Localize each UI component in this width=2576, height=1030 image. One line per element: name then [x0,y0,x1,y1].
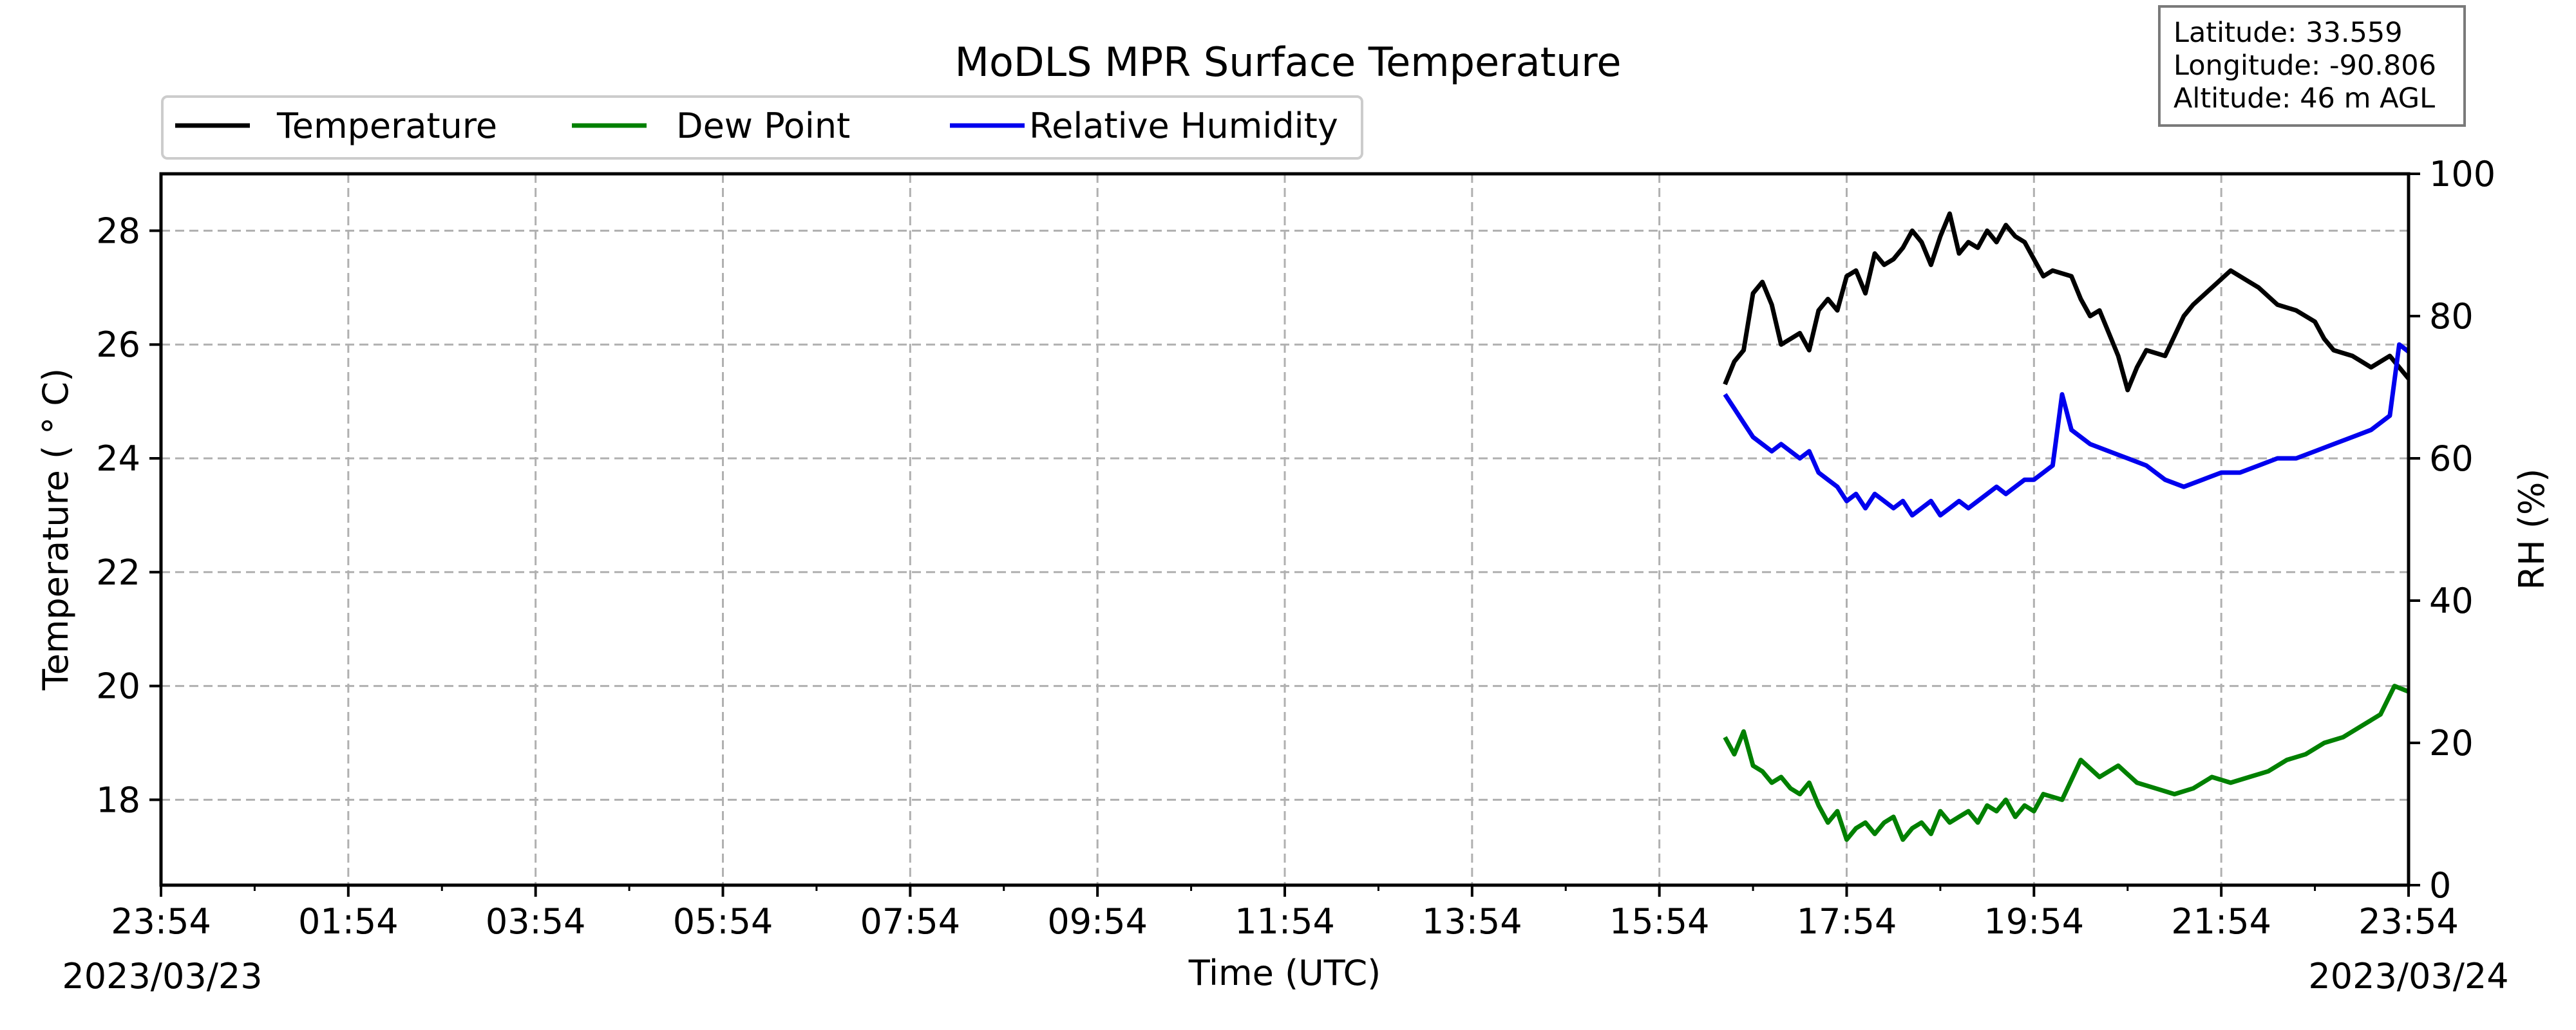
legend-label-temperature: Temperature [276,106,497,146]
axes: 23:54 01:54 03:54 05:54 07:54 09:54 11:54 13:54… [96,154,2496,942]
x-tick-label: 23:54 [111,901,211,942]
info-latitude: Latitude: 33.559 [2174,17,2403,49]
y-tick-label: 24 [96,438,140,479]
y2-tick-label: 60 [2429,438,2474,479]
series-line-dew-point [1723,684,2410,842]
x-tick-label: 21:54 [2171,901,2271,942]
x-tick-label: 15:54 [1609,901,1710,942]
legend-label-relative-humidity: Relative Humidity [1029,106,1338,146]
y-tick-label: 18 [96,780,140,820]
y-tick-label: 22 [96,552,140,593]
date-right: 2023/03/24 [2308,956,2508,997]
x-tick-label: 11:54 [1235,901,1335,942]
x-tick-label: 05:54 [673,901,773,942]
x-tick-label: 09:54 [1047,901,1148,942]
legend-frame [161,95,1363,160]
y-tick-label: 26 [96,324,140,365]
grid-lines [161,174,2409,885]
x-tick-label: 07:54 [860,901,961,942]
x-tick-label: 19:54 [1984,901,2085,942]
date-left: 2023/03/23 [62,956,262,997]
y2-tick-label: 40 [2429,581,2474,621]
series-line-temperature [1723,211,2410,393]
y2-tick-label: 80 [2429,296,2474,337]
x-tick-label: 01:54 [298,901,399,942]
x-tick-label: 23:54 [2358,901,2459,942]
y2-tick-label: 0 [2429,865,2451,906]
y2-tick-label: 20 [2429,723,2474,763]
info-altitude: Altitude: 46 m AGL [2174,82,2435,115]
y2-axis-label: RH (%) [2512,469,2552,590]
data-series [1723,211,2410,842]
chart-title: MoDLS MPR Surface Temperature [954,39,1621,86]
x-axis-label: Time (UTC) [1188,953,1381,993]
y-tick-label: 28 [96,211,140,251]
x-tick-label: 03:54 [486,901,586,942]
info-box-frame [2158,5,2466,127]
y-tick-label: 20 [96,666,140,707]
y2-tick-label: 100 [2429,154,2496,194]
info-longitude: Longitude: -90.806 [2174,50,2436,82]
legend-label-dew-point: Dew Point [676,106,850,146]
x-tick-label: 13:54 [1422,901,1522,942]
x-tick-label: 17:54 [1797,901,1897,942]
legend: Temperature Dew Point Relative Humidity [161,95,1363,160]
series-line-relative-humidity [1723,342,2410,518]
y-axis-label: Temperature ( ° C) [35,368,76,691]
location-info-box: Latitude: 33.559 Longitude: -90.806 Alti… [2158,5,2466,127]
